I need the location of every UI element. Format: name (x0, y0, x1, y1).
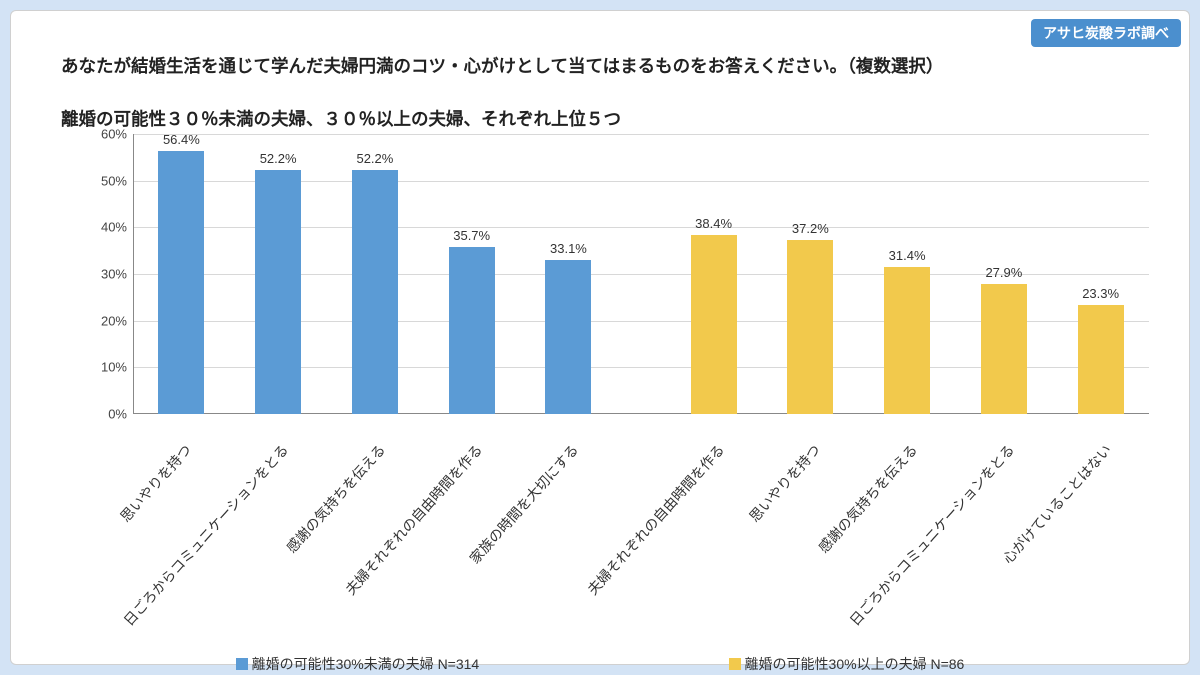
chart-title: あなたが結婚生活を通じて学んだ夫婦円満のコツ・心がけとして当てはまるものをお答え… (61, 27, 1169, 132)
bar-value-label: 56.4% (163, 132, 200, 147)
bar-slot: 35.7% (423, 134, 520, 414)
bar-slot: 52.2% (230, 134, 327, 414)
bar-value-label: 38.4% (695, 216, 732, 231)
bar: 37.2% (787, 240, 833, 414)
y-tick-label: 40% (87, 220, 127, 235)
bar-value-label: 31.4% (889, 248, 926, 263)
bar: 35.7% (449, 247, 495, 414)
title-line-2: 離婚の可能性３０％未満の夫婦、３０％以上の夫婦、それぞれ上位５つ (61, 109, 621, 129)
y-tick-label: 60% (87, 127, 127, 142)
chart-panel: アサヒ炭酸ラボ調べ あなたが結婚生活を通じて学んだ夫婦円満のコツ・心がけとして当… (10, 10, 1190, 665)
bar-value-label: 37.2% (792, 221, 829, 236)
legend-label-1: 離婚の可能性30%未満の夫婦 N=314 (252, 654, 480, 674)
bar: 33.1% (545, 260, 591, 414)
bar-slot: 38.4% (665, 134, 762, 414)
bar-slot: 33.1% (520, 134, 617, 414)
y-tick-label: 0% (87, 407, 127, 422)
bar-chart: 0%10%20%30%40%50%60% 56.4%52.2%52.2%35.7… (87, 134, 1149, 434)
y-tick-label: 10% (87, 360, 127, 375)
bar-slot: 27.9% (956, 134, 1053, 414)
bar: 23.3% (1078, 305, 1124, 414)
bar-slot: 56.4% (133, 134, 230, 414)
y-tick-label: 50% (87, 173, 127, 188)
bar: 56.4% (158, 151, 204, 414)
bar-value-label: 35.7% (453, 228, 490, 243)
bar-value-label: 27.9% (985, 265, 1022, 280)
bar-value-label: 52.2% (356, 151, 393, 166)
bar: 27.9% (981, 284, 1027, 414)
legend-label-2: 離婚の可能性30%以上の夫婦 N=86 (745, 654, 965, 674)
bar: 52.2% (352, 170, 398, 414)
legend-item-2: 離婚の可能性30%以上の夫婦 N=86 (729, 654, 965, 674)
bar: 31.4% (884, 267, 930, 414)
y-tick-label: 30% (87, 267, 127, 282)
bar-value-label: 33.1% (550, 241, 587, 256)
source-badge: アサヒ炭酸ラボ調べ (1031, 19, 1181, 47)
bar-value-label: 23.3% (1082, 286, 1119, 301)
x-category-label: 思いやりを持つ (116, 440, 196, 526)
bar-slot: 37.2% (762, 134, 859, 414)
y-tick-label: 20% (87, 313, 127, 328)
legend-swatch-1 (236, 658, 248, 670)
bars-container: 56.4% 52.2% 52.2% 35.7% 33.1% 38.4% 37.2% 31.4%… (133, 134, 1149, 414)
bar: 52.2% (255, 170, 301, 414)
bar-slot: 31.4% (859, 134, 956, 414)
legend-item-1: 離婚の可能性30%未満の夫婦 N=314 (236, 654, 480, 674)
series-gap (617, 134, 665, 414)
legend: 離婚の可能性30%未満の夫婦 N=314 離婚の可能性30%以上の夫婦 N=86 (111, 654, 1089, 674)
bar-value-label: 52.2% (260, 151, 297, 166)
bar-slot: 23.3% (1052, 134, 1149, 414)
bar: 38.4% (691, 235, 737, 414)
x-labels-container: 思いやりを持つ日ごろからコミュニケーションをとる感謝の気持ちを伝える夫婦それぞれ… (133, 434, 1149, 654)
title-line-1: あなたが結婚生活を通じて学んだ夫婦円満のコツ・心がけとして当てはまるものをお答え… (61, 56, 943, 76)
legend-swatch-2 (729, 658, 741, 670)
bar-slot: 52.2% (327, 134, 424, 414)
